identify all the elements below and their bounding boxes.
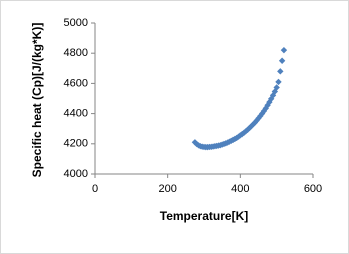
x-tick-label: 0 xyxy=(92,183,98,195)
data-point xyxy=(273,84,280,91)
data-point xyxy=(262,105,269,112)
y-tick-label: 4400 xyxy=(64,108,88,120)
y-tick-label: 4600 xyxy=(64,77,88,89)
y-axis-label: Specific heat (Cp)[J/(kg*K)] xyxy=(30,23,44,178)
x-axis-label: Temperature[K] xyxy=(160,209,248,223)
data-point xyxy=(248,123,255,130)
data-point xyxy=(269,92,277,99)
data-point xyxy=(277,68,284,75)
x-tick-label: 600 xyxy=(304,183,322,195)
y-tick-label: 5000 xyxy=(64,17,88,29)
data-point xyxy=(280,46,288,54)
y-tick-label: 4200 xyxy=(64,138,88,150)
y-tick-label: 4000 xyxy=(64,168,88,180)
data-point xyxy=(275,78,282,86)
data-point xyxy=(278,57,286,64)
x-tick-label: 400 xyxy=(231,183,249,195)
y-tick-label: 4800 xyxy=(64,47,88,59)
x-tick-label: 200 xyxy=(158,183,176,195)
data-point xyxy=(251,119,259,126)
